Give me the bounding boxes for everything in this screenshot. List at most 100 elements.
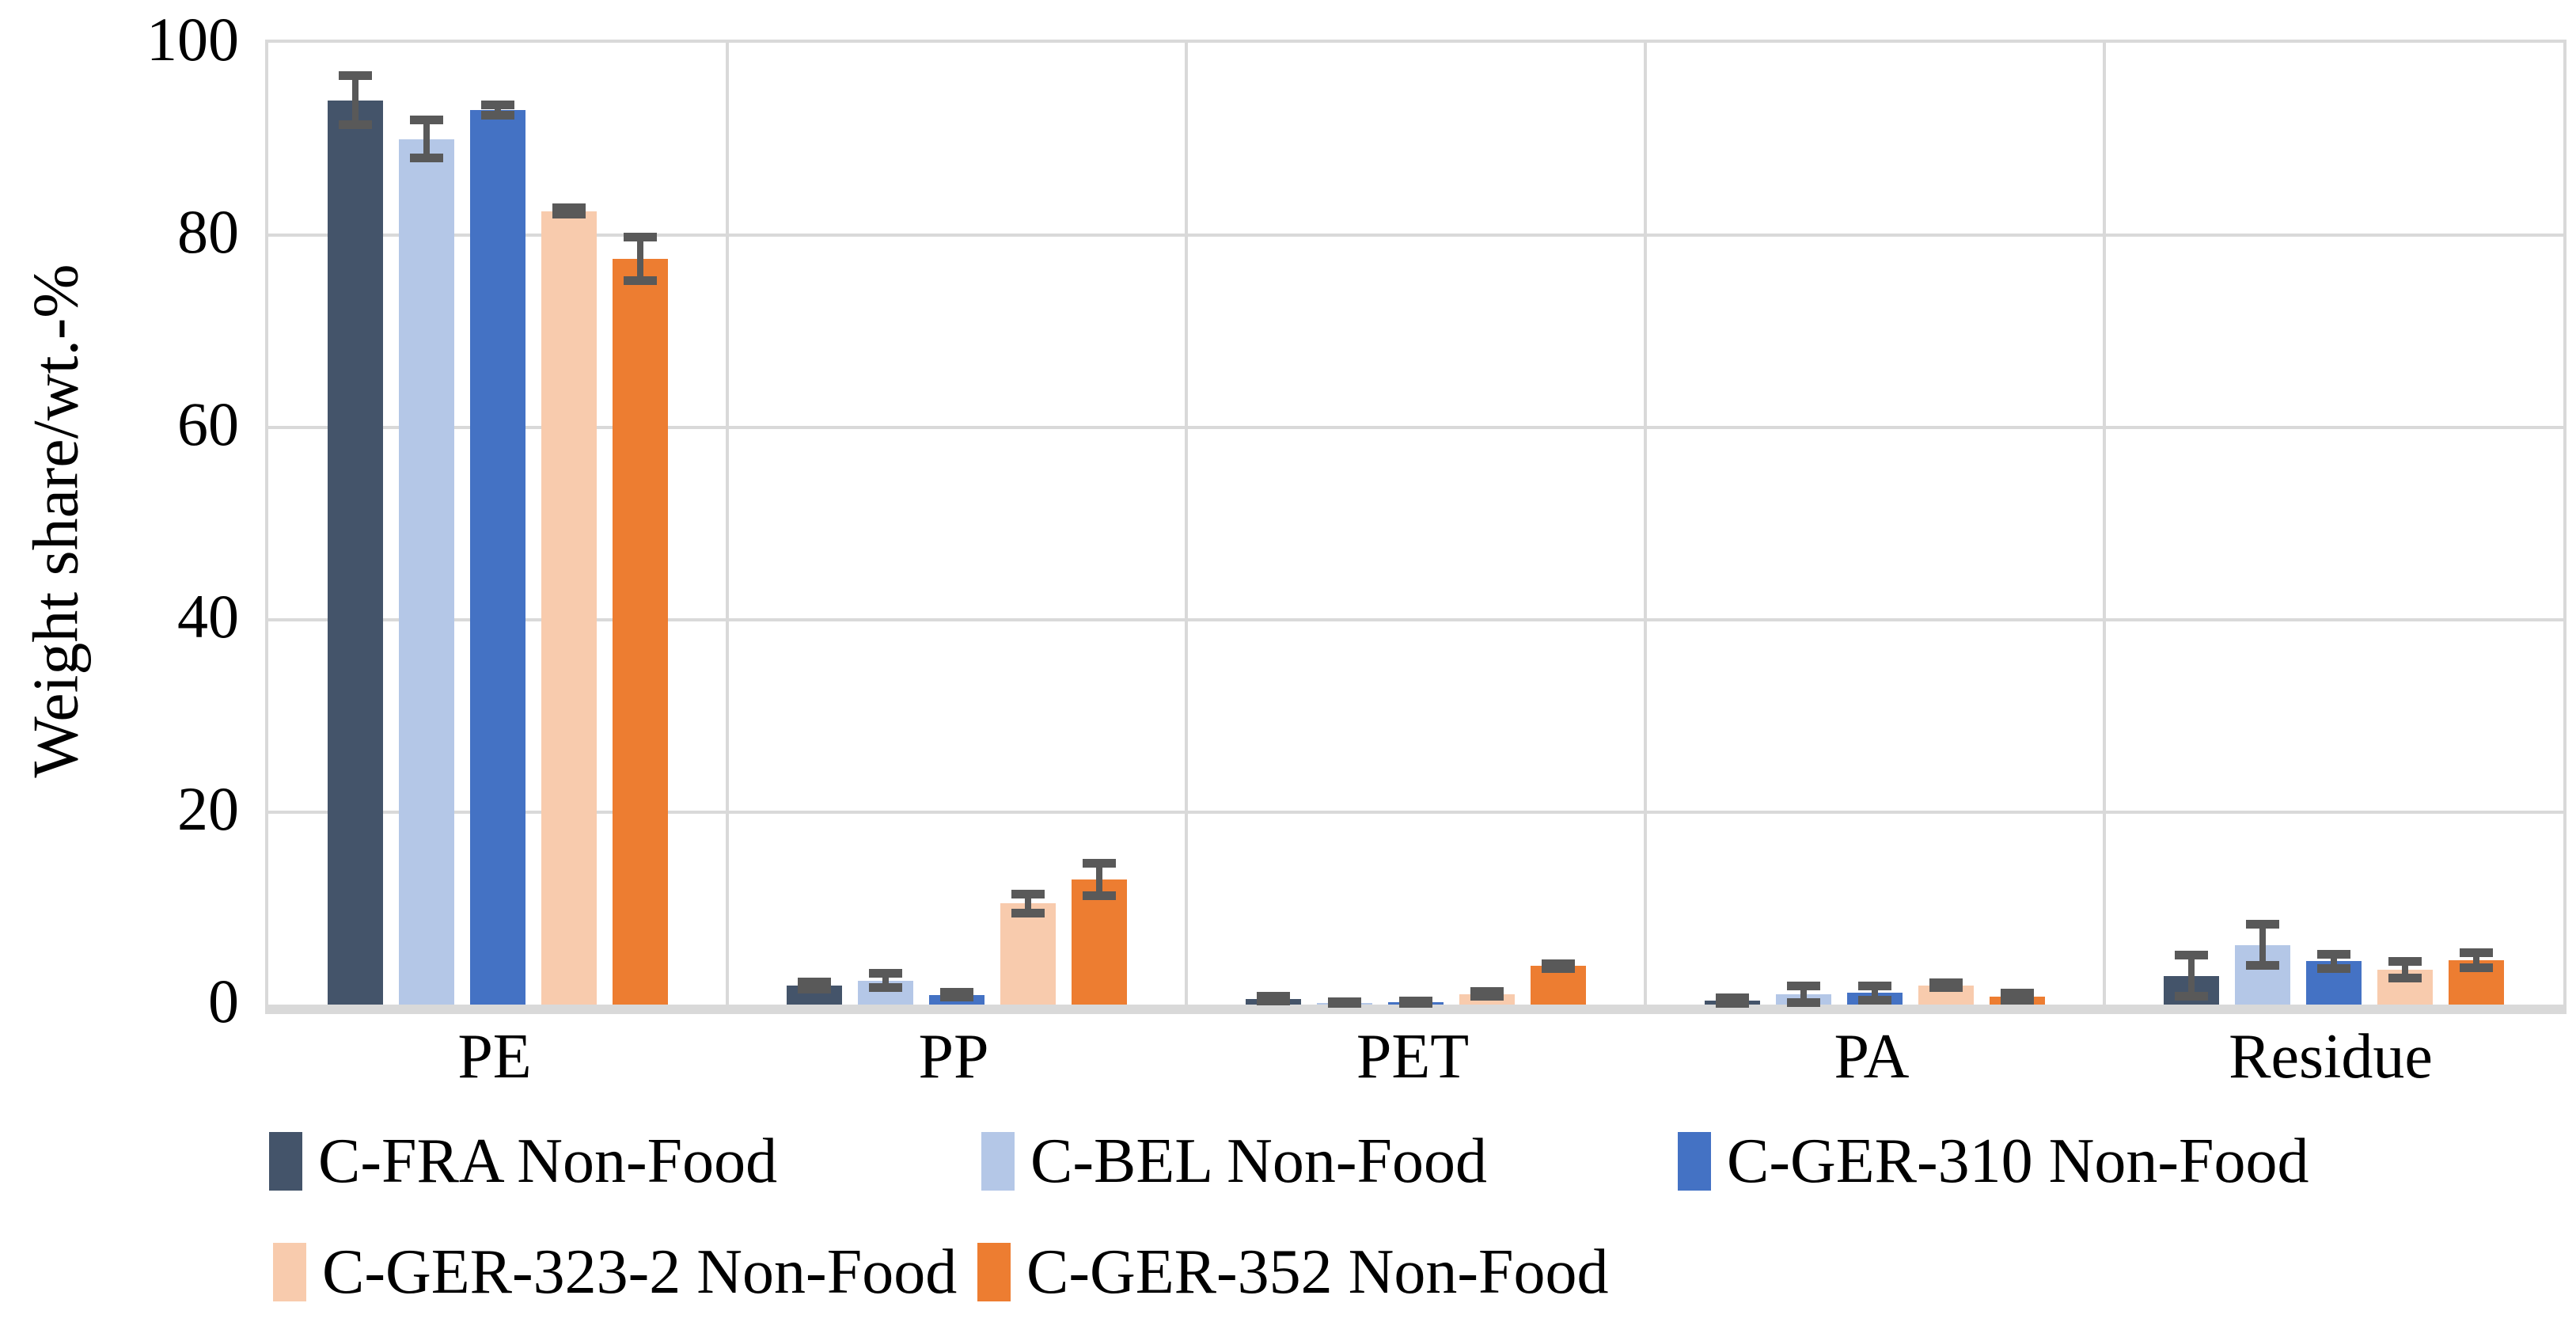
plot-area	[265, 40, 2567, 1014]
error-bar-cap-top	[1470, 986, 1504, 996]
legend-label: C-GER-352 Non-Food	[1026, 1237, 1609, 1307]
error-bar-cap-bottom	[1399, 998, 1432, 1008]
legend-item: C-GER-352 Non-Food	[977, 1233, 1609, 1312]
legend-swatch	[977, 1243, 1011, 1301]
legend-label: C-GER-323-2 Non-Food	[322, 1237, 958, 1307]
error-bar-cap-bottom	[1083, 891, 1116, 900]
bar	[1072, 879, 1127, 1005]
error-bar-cap-top	[1257, 992, 1290, 1001]
legend-item: C-GER-310 Non-Food	[1678, 1122, 2309, 1201]
error-bar-cap-top	[624, 233, 657, 242]
error-bar-cap-bottom	[2246, 961, 2279, 971]
x-category-label: PA	[1834, 1022, 1910, 1092]
y-tick-label: 20	[177, 774, 239, 843]
error-bar-cap-top	[940, 988, 973, 997]
x-axis-line	[265, 1005, 2567, 1014]
error-bar-whisker	[2259, 923, 2266, 967]
bar	[541, 211, 597, 1005]
error-bar-cap-bottom	[624, 276, 657, 286]
legend-swatch	[1678, 1132, 1711, 1191]
vertical-gridline	[1644, 43, 1647, 1005]
x-category-label: PE	[457, 1022, 532, 1092]
error-bar-cap-top	[2246, 919, 2279, 929]
error-bar-whisker	[2473, 952, 2479, 968]
error-bar-cap-bottom	[1257, 997, 1290, 1006]
error-bar-whisker	[2331, 953, 2337, 970]
y-axis-title: Weight share/wt.-%	[19, 264, 92, 778]
bar	[613, 259, 668, 1005]
error-bar-cap-top	[1542, 959, 1575, 968]
error-bar-cap-top	[2460, 948, 2493, 958]
vertical-gridline	[726, 43, 729, 1005]
error-bar-whisker	[2402, 961, 2408, 979]
error-bar-cap-bottom	[481, 111, 514, 120]
bar	[470, 110, 525, 1005]
legend-item: C-FRA Non-Food	[269, 1122, 777, 1201]
error-bar-cap-bottom	[940, 993, 973, 1002]
error-bar-cap-bottom	[1858, 996, 1891, 1005]
error-bar-cap-bottom	[798, 984, 831, 993]
error-bar-cap-bottom	[1716, 998, 1749, 1008]
error-bar-cap-top	[2317, 949, 2350, 959]
error-bar-whisker	[637, 237, 643, 282]
error-bar-whisker	[882, 972, 889, 989]
y-tick-label: 80	[177, 197, 239, 266]
error-bar-cap-bottom	[1542, 964, 1575, 974]
error-bar-whisker	[495, 104, 501, 116]
y-tick-label: 40	[177, 582, 239, 651]
error-bar-cap-top	[1787, 981, 1820, 990]
error-bar-cap-bottom	[1787, 997, 1820, 1007]
error-bar-whisker	[423, 120, 430, 158]
vertical-gridline	[2103, 43, 2106, 1005]
legend-label: C-BEL Non-Food	[1030, 1126, 1488, 1196]
error-bar-cap-bottom	[1011, 908, 1045, 917]
horizontal-gridline	[268, 234, 2563, 237]
bar	[1000, 903, 1056, 1005]
y-tick-label: 0	[208, 967, 239, 1035]
error-bar-cap-bottom	[869, 983, 902, 993]
error-bar-cap-bottom	[410, 153, 443, 162]
legend-swatch	[981, 1132, 1015, 1191]
legend-item: C-BEL Non-Food	[981, 1122, 1487, 1201]
error-bar-cap-top	[1858, 981, 1891, 990]
bar	[328, 100, 383, 1005]
error-bar-whisker	[1872, 985, 1878, 1001]
legend-item: C-GER-323-2 Non-Food	[273, 1233, 957, 1312]
error-bar-cap-top	[2175, 950, 2208, 959]
x-category-label: Residue	[2229, 1022, 2433, 1092]
legend-label: C-FRA Non-Food	[318, 1126, 778, 1196]
error-bar-cap-bottom	[1929, 983, 1963, 993]
error-bar-whisker	[1096, 863, 1102, 896]
error-bar-cap-bottom	[339, 120, 372, 130]
error-bar-whisker	[352, 75, 359, 126]
error-bar-cap-bottom	[2001, 996, 2034, 1005]
x-category-label: PET	[1356, 1022, 1470, 1092]
horizontal-gridline	[268, 426, 2563, 429]
error-bar-cap-top	[410, 116, 443, 125]
error-bar-cap-top	[1011, 890, 1045, 899]
error-bar-cap-top	[2001, 989, 2034, 998]
error-bar-whisker	[1800, 985, 1807, 1003]
error-bar-cap-bottom	[2460, 963, 2493, 972]
error-bar-cap-top	[339, 71, 372, 81]
error-bar-cap-bottom	[2388, 974, 2422, 983]
y-tick-label: 60	[177, 389, 239, 458]
error-bar-cap-bottom	[2175, 992, 2208, 1001]
error-bar-cap-top	[1716, 993, 1749, 1003]
legend-label: C-GER-310 Non-Food	[1727, 1126, 2309, 1196]
error-bar-cap-top	[1083, 859, 1116, 868]
error-bar-cap-top	[1929, 978, 1963, 988]
error-bar-cap-top	[798, 977, 831, 986]
error-bar-whisker	[1025, 894, 1031, 914]
legend-swatch	[269, 1132, 302, 1191]
bar	[399, 139, 454, 1005]
error-bar-cap-bottom	[1470, 992, 1504, 1001]
vertical-gridline	[1185, 43, 1188, 1005]
error-bar-cap-bottom	[552, 210, 586, 219]
error-bar-whisker	[2188, 954, 2195, 997]
error-bar-cap-top	[2388, 957, 2422, 967]
y-tick-label: 100	[146, 5, 239, 74]
error-bar-cap-top	[869, 968, 902, 978]
legend-swatch	[273, 1243, 306, 1301]
